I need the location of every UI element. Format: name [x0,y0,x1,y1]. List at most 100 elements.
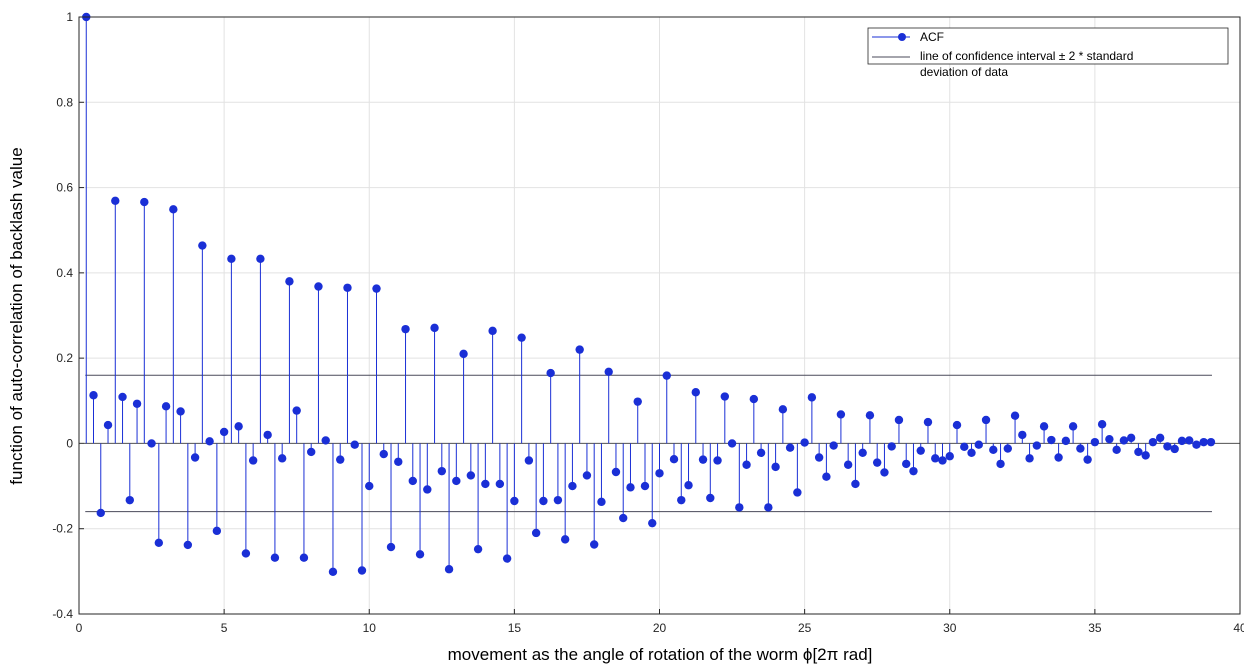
acf-marker [1018,430,1027,440]
acf-marker [764,503,773,512]
acf-marker [248,456,258,465]
acf-marker [444,565,454,574]
acf-marker [96,508,105,518]
axes-box [78,16,1241,615]
acf-marker [270,553,280,562]
acf-marker [1054,453,1063,462]
acf-marker [539,496,548,506]
y-tick-label: 1 [66,10,73,24]
acf-marker [575,345,584,354]
acf-marker [1083,455,1092,464]
acf-marker [234,422,243,431]
acf-marker [880,468,889,477]
y-tick-label: 0.4 [56,266,73,280]
acf-marker [604,367,613,376]
acf-marker [778,405,788,414]
acf-marker [648,518,657,528]
acf-marker [205,437,214,446]
y-tick-label: 0.8 [56,95,73,109]
acf-marker [292,406,301,415]
acf-marker [597,497,606,507]
y-tick-label: 0 [66,436,73,450]
acf-marker [872,458,882,467]
acf-marker [176,407,185,416]
y-axis-label: function of auto-correlation of backlash… [7,147,26,484]
acf-marker [1148,437,1158,447]
acf-marker [314,282,323,291]
acf-marker [277,454,287,463]
x-tick-label: 0 [76,621,83,635]
acf-marker [169,205,178,214]
acf-marker [619,513,628,523]
acf-marker [256,254,265,263]
acf-marker [684,481,693,490]
legend-confidence-label-2: deviation of data [920,65,1008,79]
acf-marker [125,495,134,505]
acf-marker [967,448,976,458]
acf-marker [829,441,838,450]
acf-marker [517,333,526,342]
acf-marker [481,479,490,489]
acf-marker [350,440,359,449]
acf-marker [1185,436,1194,445]
x-tick-label: 5 [221,621,228,635]
acf-marker [909,466,918,476]
acf-marker [698,455,708,464]
acf-marker [1097,420,1107,429]
y-tick-label: -0.4 [52,607,73,621]
acf-marker [887,442,896,451]
acf-marker [749,394,759,404]
acf-marker [858,448,867,458]
acf-marker [981,415,991,425]
x-tick-label: 40 [1233,621,1244,635]
acf-marker [1039,422,1049,431]
acf-marker [154,538,164,547]
acf-marker [321,436,330,445]
acf-marker [589,540,599,549]
acf-marker [677,495,686,505]
acf-marker [531,528,541,538]
legend-confidence-label-1: line of confidence interval ± 2 * standa… [920,49,1133,63]
acf-marker [640,481,650,491]
acf-marker [263,430,272,440]
acf-marker [945,452,954,461]
acf-marker [227,254,236,263]
acf-marker [546,368,555,378]
acf-marker [1032,441,1042,450]
legend: ACF line of confidence interval ± 2 * st… [867,27,1229,79]
acf-marker [1090,437,1100,447]
acf-marker [655,469,664,478]
acf-marker [488,326,497,336]
confidence-lines [85,374,1212,513]
x-tick-label: 15 [508,621,522,635]
acf-marker [161,402,171,411]
acf-marker [343,283,352,292]
x-axis-label: movement as the angle of rotation of the… [448,645,873,664]
acf-marker [1003,444,1012,453]
acf-marker [952,420,962,430]
acf-marker [89,391,98,400]
acf-marker [1192,440,1201,449]
acf-series [82,12,1216,576]
acf-marker [357,566,367,575]
acf-marker [785,443,795,452]
acf-marker [807,393,817,402]
x-tick-label: 10 [363,621,377,635]
acf-marker [662,371,671,380]
acf-marker [974,440,983,449]
acf-marker [923,417,933,427]
acf-marker [1170,444,1179,454]
acf-marker [902,459,911,469]
acf-marker [510,496,519,506]
acf-marker [989,445,998,455]
acf-marker [960,442,969,452]
acf-marker [219,427,229,437]
y-tick-label: 0.2 [56,351,73,365]
acf-marker [735,503,744,512]
acf-marker [423,485,432,494]
acf-marker [756,448,766,458]
y-tick-label: -0.2 [52,522,73,536]
acf-marker [611,467,621,477]
acf-marker [568,481,577,491]
